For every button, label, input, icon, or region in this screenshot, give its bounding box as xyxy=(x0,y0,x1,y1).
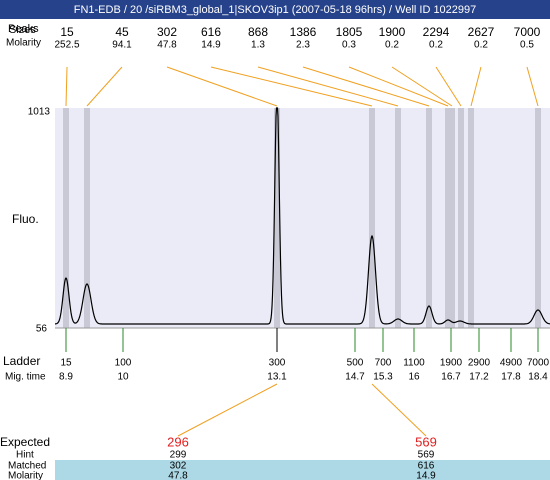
header-bar xyxy=(0,0,550,19)
hint-value: 569 xyxy=(418,450,435,461)
connector xyxy=(166,66,278,107)
ladder-time: 16 xyxy=(408,372,420,383)
peak-molarity: 2.3 xyxy=(296,40,310,51)
ladder-size: 500 xyxy=(347,358,364,369)
row-label: Peaks xyxy=(8,23,39,35)
peak-molarity: 252.5 xyxy=(54,40,79,51)
connector xyxy=(348,66,449,107)
ladder-time: 13.1 xyxy=(267,372,287,383)
peak-size: 302 xyxy=(157,25,177,39)
peak-band xyxy=(84,108,90,328)
connector xyxy=(302,66,430,107)
connector xyxy=(470,66,482,107)
ladder-time: 8.9 xyxy=(59,372,73,383)
peak-band xyxy=(445,108,451,328)
peak-band xyxy=(426,108,432,328)
peak-band xyxy=(395,108,401,328)
peak-size: 2294 xyxy=(423,25,450,39)
peak-band xyxy=(63,108,69,328)
hint-value: 299 xyxy=(170,450,187,461)
connector xyxy=(210,66,373,107)
ladder-time: 14.7 xyxy=(345,372,365,383)
row-label: Molarity xyxy=(6,38,41,49)
y-min-label: 56 xyxy=(36,324,48,335)
row-label: Expected xyxy=(0,435,50,449)
peak-molarity: 1.3 xyxy=(251,40,265,51)
connector xyxy=(177,383,278,437)
peak-molarity: 0.2 xyxy=(474,40,488,51)
matched-value: 302 xyxy=(170,461,187,472)
row-label: Hint xyxy=(16,450,34,461)
connector xyxy=(526,66,539,107)
row-label: Matched xyxy=(8,461,46,472)
peak-size: 7000 xyxy=(514,25,541,39)
ladder-time: 17.2 xyxy=(469,372,489,383)
row-label: Sizes xyxy=(9,24,36,36)
peak-band xyxy=(274,108,280,328)
ladder-size: 15 xyxy=(60,358,72,369)
connector xyxy=(435,66,462,107)
ladder-size: 700 xyxy=(375,358,392,369)
ladder-time: 15.3 xyxy=(373,372,393,383)
peak-size: 1805 xyxy=(336,25,363,39)
matched-band xyxy=(55,460,550,480)
connector xyxy=(257,66,399,107)
expected-value: 569 xyxy=(415,434,437,449)
peak-band xyxy=(449,108,455,328)
peak-molarity: 0.2 xyxy=(429,40,443,51)
ladder-size: 4900 xyxy=(500,358,523,369)
row-label: Ladder xyxy=(3,354,40,368)
ladder-size: 100 xyxy=(115,358,132,369)
peak-band xyxy=(458,108,464,328)
peak-molarity: 0.3 xyxy=(342,40,356,51)
peak-band xyxy=(535,108,541,328)
row-label: Molarity xyxy=(8,471,43,480)
peak-molarity: 0.2 xyxy=(385,40,399,51)
peak-size: 1386 xyxy=(290,25,317,39)
y-axis-label: Fluo. xyxy=(12,212,39,226)
ladder-time: 16.7 xyxy=(441,372,461,383)
ladder-size: 2900 xyxy=(468,358,491,369)
ladder-size: 1100 xyxy=(403,358,425,369)
ladder-size: 7000 xyxy=(527,358,550,369)
connector xyxy=(391,66,453,107)
ladder-time: 10 xyxy=(117,372,129,383)
ladder-time: 17.8 xyxy=(501,372,521,383)
peak-band xyxy=(369,108,375,328)
row-label: Mig. time xyxy=(5,372,46,383)
peak-size: 15 xyxy=(60,25,74,39)
peak-molarity: 0.5 xyxy=(520,40,534,51)
ladder-size: 300 xyxy=(269,358,286,369)
peak-band xyxy=(468,108,474,328)
peak-molarity: 47.8 xyxy=(157,40,177,51)
peak-size: 868 xyxy=(248,25,268,39)
peak-molarity: 14.9 xyxy=(201,40,221,51)
ladder-size: 1900 xyxy=(440,358,463,369)
peak-size: 616 xyxy=(201,25,221,39)
ladder-time: 18.4 xyxy=(528,372,548,383)
peak-size: 45 xyxy=(115,25,129,39)
y-max-label: 1013 xyxy=(28,107,51,118)
peak-molarity: 94.1 xyxy=(112,40,132,51)
trace xyxy=(55,107,550,325)
expected-value: 296 xyxy=(167,434,189,449)
plot-area xyxy=(55,108,550,328)
molarity-value: 47.8 xyxy=(168,471,188,480)
connector xyxy=(86,66,123,107)
matched-value: 616 xyxy=(418,461,435,472)
peak-size: 1900 xyxy=(379,25,406,39)
molarity-value: 14.9 xyxy=(416,471,436,480)
peak-size: 2627 xyxy=(468,25,495,39)
connector xyxy=(371,383,427,437)
header-title: FN1-EDB / 20 /siRBM3_global_1|SKOV3ip1 (… xyxy=(74,4,477,16)
connector xyxy=(65,66,68,107)
